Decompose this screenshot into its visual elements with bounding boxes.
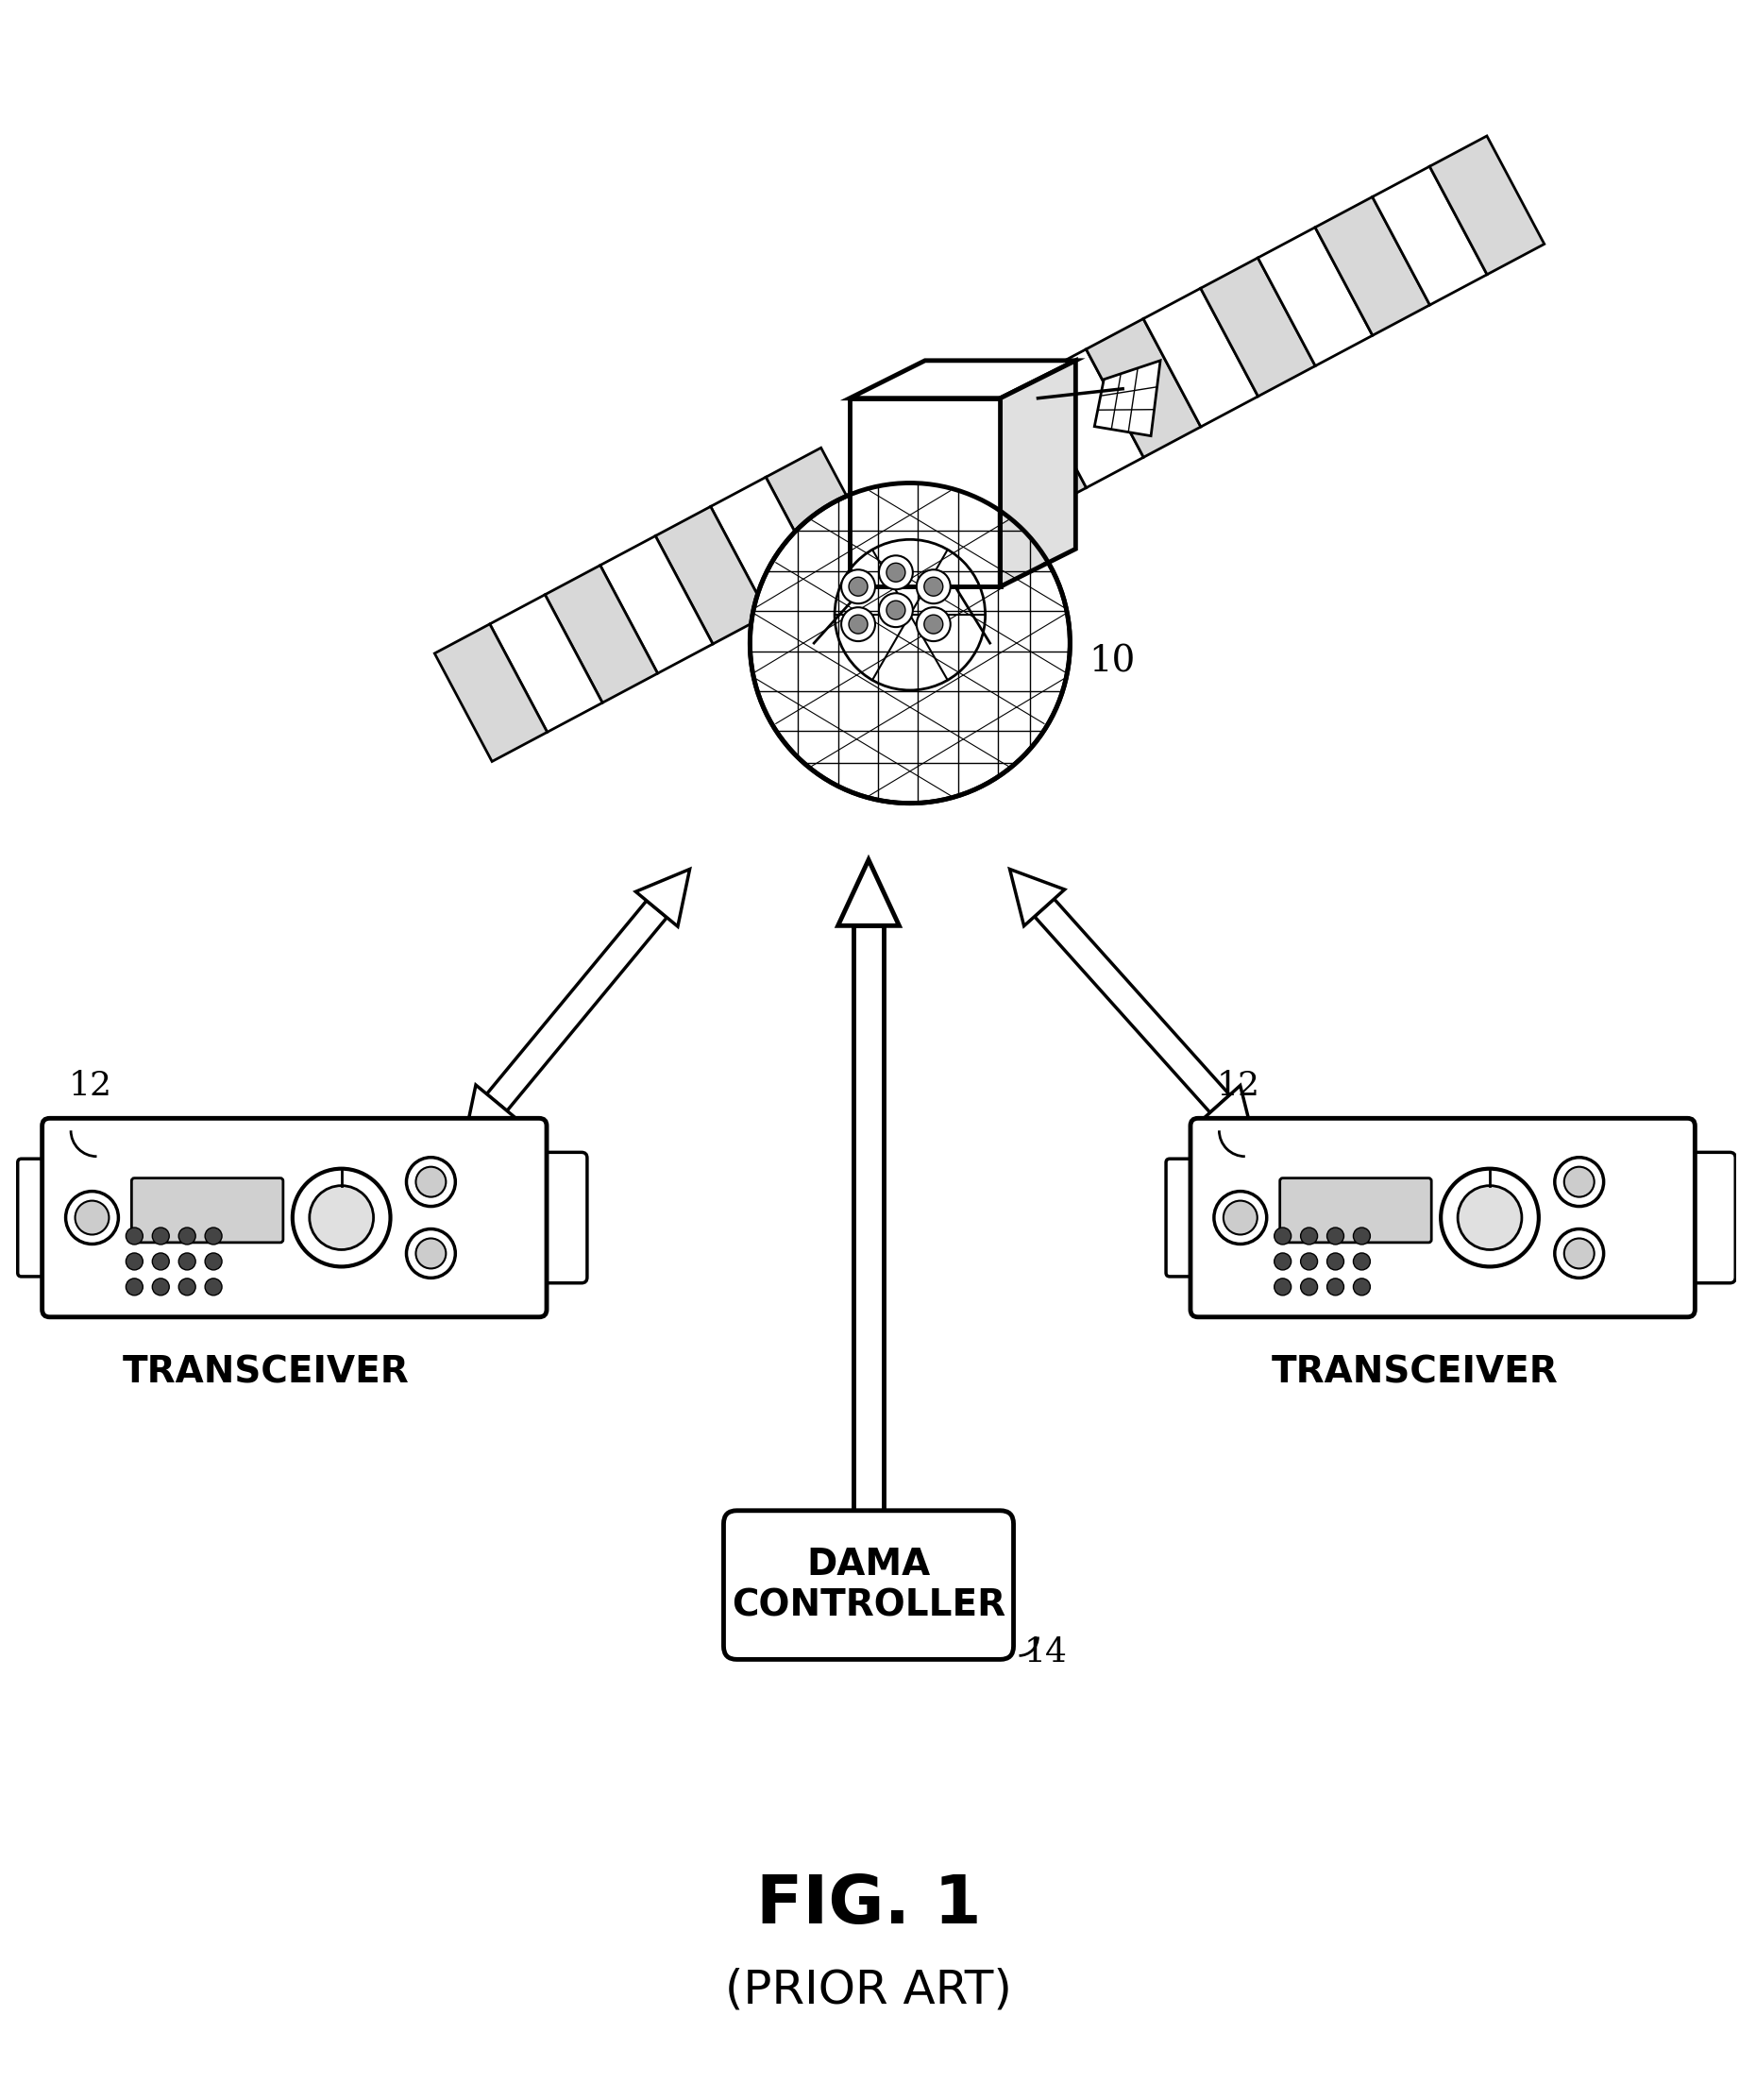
- Circle shape: [205, 1254, 223, 1270]
- Circle shape: [205, 1228, 223, 1245]
- Circle shape: [1563, 1168, 1595, 1197]
- Polygon shape: [1429, 136, 1544, 275]
- Circle shape: [1327, 1279, 1344, 1296]
- FancyBboxPatch shape: [1191, 1119, 1696, 1317]
- FancyBboxPatch shape: [42, 1119, 546, 1317]
- Circle shape: [416, 1168, 445, 1197]
- Circle shape: [878, 556, 913, 590]
- Circle shape: [1275, 1279, 1290, 1296]
- Polygon shape: [1200, 1086, 1254, 1142]
- Circle shape: [1275, 1228, 1290, 1245]
- Circle shape: [292, 1170, 391, 1266]
- Circle shape: [1555, 1157, 1603, 1205]
- Circle shape: [153, 1254, 169, 1270]
- Polygon shape: [711, 477, 823, 615]
- Circle shape: [179, 1279, 195, 1296]
- Text: FIG. 1: FIG. 1: [756, 1873, 981, 1938]
- Text: 10: 10: [1089, 645, 1136, 680]
- Circle shape: [849, 578, 868, 596]
- Circle shape: [407, 1228, 456, 1279]
- Polygon shape: [636, 869, 690, 926]
- Circle shape: [153, 1279, 169, 1296]
- Polygon shape: [1372, 166, 1487, 304]
- Circle shape: [750, 483, 1069, 802]
- Polygon shape: [1010, 869, 1064, 926]
- Polygon shape: [850, 361, 1076, 399]
- Polygon shape: [1094, 361, 1160, 437]
- Text: 12: 12: [68, 1071, 111, 1103]
- Circle shape: [205, 1279, 223, 1296]
- Polygon shape: [838, 859, 899, 926]
- Polygon shape: [1143, 288, 1257, 426]
- Circle shape: [75, 1201, 110, 1235]
- Circle shape: [887, 601, 906, 619]
- Circle shape: [1442, 1170, 1539, 1266]
- Polygon shape: [850, 399, 1000, 586]
- Circle shape: [1275, 1254, 1290, 1270]
- Circle shape: [1301, 1228, 1318, 1245]
- Polygon shape: [1029, 349, 1144, 487]
- Circle shape: [407, 1157, 456, 1205]
- Text: 14: 14: [1024, 1636, 1068, 1670]
- Circle shape: [1327, 1228, 1344, 1245]
- Circle shape: [887, 563, 906, 582]
- Circle shape: [153, 1228, 169, 1245]
- Circle shape: [1353, 1254, 1370, 1270]
- Polygon shape: [490, 594, 602, 733]
- Polygon shape: [972, 380, 1087, 519]
- FancyBboxPatch shape: [1165, 1159, 1202, 1277]
- Circle shape: [416, 1239, 445, 1268]
- Text: (PRIOR ART): (PRIOR ART): [725, 1968, 1012, 2012]
- Circle shape: [1353, 1279, 1370, 1296]
- Circle shape: [310, 1186, 374, 1250]
- Circle shape: [849, 615, 868, 634]
- Text: TRANSCEIVER: TRANSCEIVER: [123, 1354, 410, 1390]
- Circle shape: [878, 592, 913, 628]
- Polygon shape: [1257, 227, 1372, 365]
- Circle shape: [916, 569, 951, 603]
- Circle shape: [842, 607, 875, 640]
- Polygon shape: [765, 447, 878, 586]
- Polygon shape: [464, 1086, 518, 1142]
- Circle shape: [923, 578, 943, 596]
- FancyBboxPatch shape: [1280, 1178, 1431, 1243]
- Polygon shape: [1087, 319, 1202, 458]
- Circle shape: [1353, 1228, 1370, 1245]
- Polygon shape: [487, 901, 666, 1111]
- Circle shape: [1327, 1254, 1344, 1270]
- Circle shape: [1555, 1228, 1603, 1279]
- Polygon shape: [854, 926, 883, 1525]
- Circle shape: [179, 1254, 195, 1270]
- Polygon shape: [656, 506, 769, 645]
- Circle shape: [1563, 1239, 1595, 1268]
- Polygon shape: [600, 536, 713, 674]
- FancyBboxPatch shape: [723, 1510, 1014, 1659]
- Circle shape: [1224, 1201, 1257, 1235]
- FancyBboxPatch shape: [17, 1159, 54, 1277]
- FancyBboxPatch shape: [534, 1153, 588, 1283]
- Polygon shape: [1200, 258, 1315, 397]
- Polygon shape: [435, 624, 548, 762]
- Circle shape: [842, 569, 875, 603]
- Polygon shape: [1000, 361, 1076, 586]
- Circle shape: [1301, 1254, 1318, 1270]
- Circle shape: [125, 1254, 143, 1270]
- Polygon shape: [1035, 899, 1229, 1113]
- Text: DAMA
CONTROLLER: DAMA CONTROLLER: [732, 1546, 1005, 1623]
- FancyBboxPatch shape: [132, 1178, 283, 1243]
- Circle shape: [125, 1228, 143, 1245]
- Polygon shape: [1315, 197, 1429, 336]
- Polygon shape: [544, 565, 657, 704]
- Circle shape: [125, 1279, 143, 1296]
- Circle shape: [1301, 1279, 1318, 1296]
- Circle shape: [66, 1191, 118, 1243]
- Circle shape: [179, 1228, 195, 1245]
- FancyBboxPatch shape: [1682, 1153, 1736, 1283]
- Circle shape: [923, 615, 943, 634]
- Circle shape: [1214, 1191, 1266, 1243]
- Circle shape: [1457, 1186, 1522, 1250]
- Text: 12: 12: [1217, 1071, 1261, 1103]
- Text: TRANSCEIVER: TRANSCEIVER: [1271, 1354, 1558, 1390]
- Circle shape: [916, 607, 951, 640]
